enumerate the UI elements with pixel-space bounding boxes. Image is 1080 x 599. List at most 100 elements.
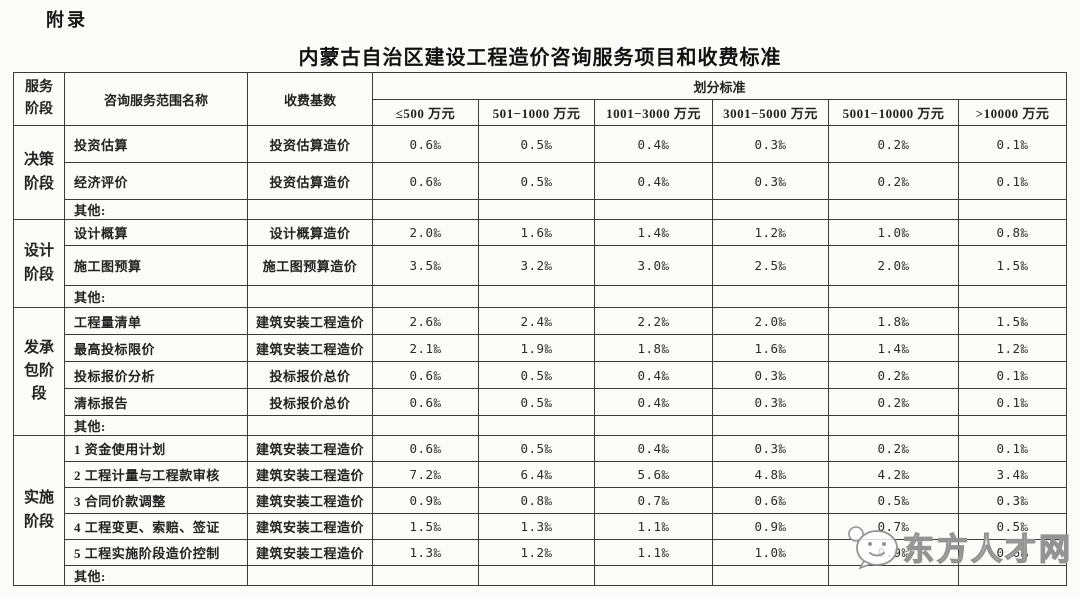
base-cell: 建筑安装工程造价	[247, 334, 373, 362]
scope-cell: 设计概算	[64, 219, 248, 246]
base-cell: 建筑安装工程造价	[247, 539, 373, 566]
base-cell	[247, 285, 373, 308]
table-row: 最高投标限价 建筑安装工程造价 2.1‰ 1.9‰ 1.8‰ 1.6‰ 1.4‰ 1.2‰	[14, 334, 1068, 362]
rate-cell	[712, 565, 829, 586]
rate-cell: 1.5‰	[957, 245, 1068, 286]
rate-cell: 0.7‰	[594, 487, 713, 514]
scope-cell: 3 合同价款调整	[64, 487, 248, 514]
header-division: 划分标准	[371, 72, 1068, 100]
rate-cell: 0.6‰	[372, 162, 479, 200]
rate-cell: 0.6‰	[372, 388, 479, 416]
rate-cell: 1.6‰	[478, 219, 595, 246]
rate-cell: 3.4‰	[957, 461, 1068, 488]
table-row: 实施阶段 1 资金使用计划 建筑安装工程造价 0.6‰ 0.5‰ 0.4‰ 0.3‰ 0.2‰…	[13, 435, 1068, 586]
stage-cell: 设计阶段	[13, 219, 65, 308]
rate-cell	[957, 415, 1068, 436]
rate-cell: 1.1‰	[594, 513, 713, 540]
table-row: 发承包阶段 工程量清单 建筑安装工程造价 2.6‰ 2.4‰ 2.2‰ 2.0‰ 1.8‰ 1.…	[13, 307, 1068, 436]
rate-cell: 2.6‰	[372, 307, 479, 335]
rate-cell	[372, 415, 479, 436]
scope-cell: 2 工程计量与工程款审核	[64, 461, 248, 488]
rate-cell: 4.2‰	[828, 461, 959, 488]
rate-cell: 1.2‰	[712, 219, 829, 246]
scope-cell: 经济评价	[64, 162, 248, 200]
scope-cell: 工程量清单	[64, 307, 248, 335]
rate-cell	[478, 199, 595, 220]
scope-cell: 投标报价分析	[64, 361, 248, 389]
rate-cell: 5.6‰	[594, 461, 713, 488]
table-row: 设计阶段 设计概算 设计概算造价 2.0‰ 1.6‰ 1.4‰ 1.2‰ 1.0‰ 0.8‰	[13, 219, 1068, 308]
rate-cell: 0.3‰	[712, 162, 829, 200]
scope-cell: 1 资金使用计划	[64, 435, 248, 462]
rate-cell: 1.2‰	[957, 334, 1068, 362]
rate-cell	[372, 565, 479, 586]
rate-cell	[478, 415, 595, 436]
rate-cell: 0.4‰	[594, 435, 713, 462]
rate-cell	[828, 415, 959, 436]
rate-cell: 2.0‰	[828, 245, 959, 286]
header-range-6: >10000 万元	[957, 99, 1068, 126]
rate-cell: 0.5‰	[478, 388, 595, 416]
scope-cell: 施工图预算	[64, 245, 248, 286]
table-row: 施工图预算 施工图预算造价 3.5‰ 3.2‰ 3.0‰ 2.5‰ 2.0‰ 1.5‰	[14, 245, 1068, 286]
base-cell: 建筑安装工程造价	[247, 487, 373, 514]
rate-cell: 0.2‰	[828, 388, 959, 416]
base-cell: 投资估算造价	[247, 162, 373, 200]
scope-cell: 最高投标限价	[64, 334, 248, 362]
rate-cell: 0.8‰	[957, 219, 1068, 246]
rate-cell: 1.5‰	[957, 307, 1068, 335]
header-range-2: 501−1000 万元	[478, 99, 595, 126]
header-base: 收费基数	[247, 72, 373, 126]
rate-cell: 1.2‰	[478, 539, 595, 566]
rate-cell: 2.2‰	[594, 307, 713, 335]
rate-cell: 3.0‰	[594, 245, 713, 286]
rate-cell: 1.4‰	[828, 334, 959, 362]
rate-cell	[957, 199, 1068, 220]
base-cell: 投资估算造价	[247, 125, 373, 163]
rate-cell: 0.1‰	[957, 361, 1068, 389]
rate-cell: 0.4‰	[594, 361, 713, 389]
rate-cell: 1.1‰	[594, 539, 713, 566]
rate-cell: 1.4‰	[594, 219, 713, 246]
header-range-5: 5001−10000 万元	[828, 99, 959, 126]
rate-cell: 0.9‰	[712, 513, 829, 540]
header-range-1: ≤500 万元	[372, 99, 479, 126]
rate-cell: 0.5‰	[957, 513, 1068, 540]
rate-cell: 0.2‰	[828, 125, 959, 163]
rate-cell: 0.3‰	[712, 361, 829, 389]
rate-cell: 1.0‰	[828, 219, 959, 246]
rate-cell: 0.2‰	[828, 162, 959, 200]
rate-cell	[594, 199, 713, 220]
base-cell: 投标报价总价	[247, 361, 373, 389]
table-row: 4 工程变更、索赔、签证 建筑安装工程造价 1.5‰ 1.3‰ 1.1‰ 0.9‰ 0.7‰…	[14, 513, 1068, 540]
base-cell	[247, 565, 373, 586]
table-subheader-row: ≤500 万元 501−1000 万元 1001−3000 万元 3001−50…	[14, 99, 1068, 126]
rate-cell: 0.4‰	[594, 388, 713, 416]
rate-cell: 0.6‰	[372, 125, 479, 163]
rate-cell: 0.5‰	[478, 435, 595, 462]
scope-cell: 4 工程变更、索赔、签证	[64, 513, 248, 540]
header-stage: 服务阶段	[13, 72, 65, 126]
base-cell: 建筑安装工程造价	[247, 461, 373, 488]
rate-cell: 0.2‰	[828, 435, 959, 462]
rate-cell	[957, 285, 1068, 308]
rate-cell	[712, 285, 829, 308]
rate-cell: 0.9‰	[828, 539, 959, 566]
rate-cell: 1.3‰	[478, 513, 595, 540]
rate-cell	[828, 285, 959, 308]
rate-cell: 0.6‰	[957, 539, 1068, 566]
header-range-4: 3001−5000 万元	[712, 99, 829, 126]
rate-cell	[712, 415, 829, 436]
rate-cell: 0.3‰	[712, 125, 829, 163]
rate-cell: 1.0‰	[712, 539, 829, 566]
scope-cell: 其他:	[64, 565, 248, 586]
rate-cell: 1.3‰	[372, 539, 479, 566]
table-row: 其他:	[14, 199, 1068, 220]
rate-cell: 0.2‰	[828, 361, 959, 389]
header-scope: 咨询服务范围名称	[64, 72, 248, 126]
rate-cell: 2.4‰	[478, 307, 595, 335]
rate-cell	[957, 565, 1068, 586]
table-header-row: 服务阶段 咨询服务范围名称 收费基数 划分标准	[13, 72, 1068, 126]
scope-cell: 5 工程实施阶段造价控制	[64, 539, 248, 566]
scope-cell: 投资估算	[64, 125, 248, 163]
